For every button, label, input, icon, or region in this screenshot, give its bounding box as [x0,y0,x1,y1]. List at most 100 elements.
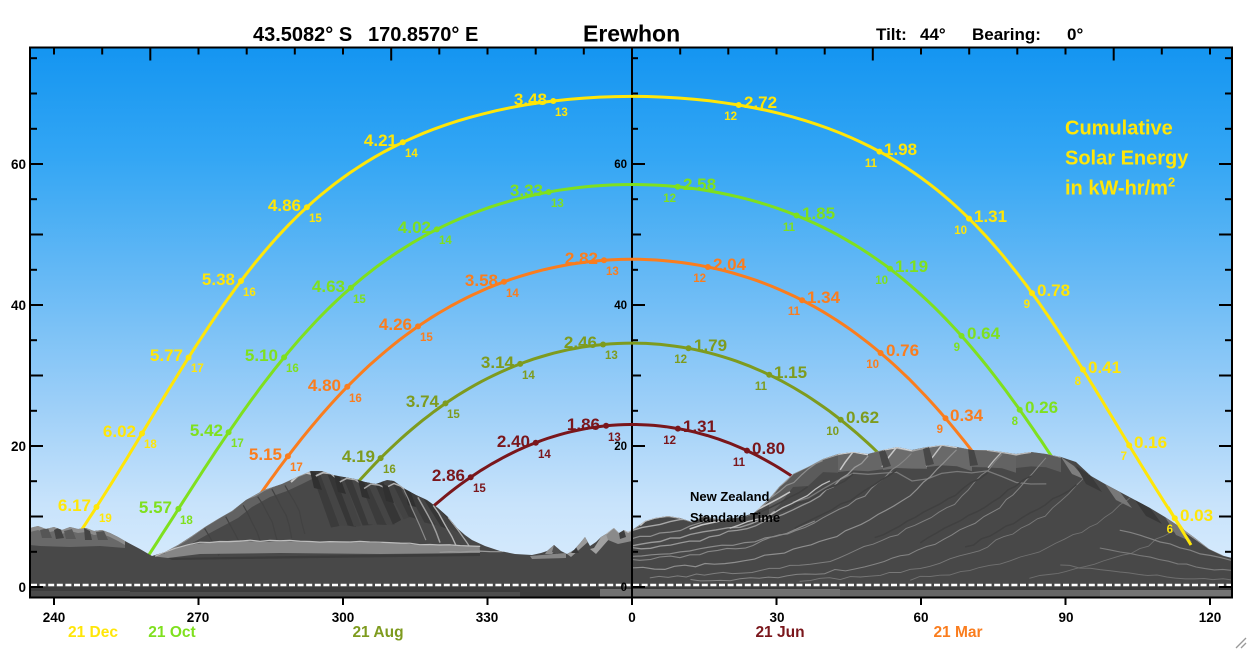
svg-text:1.31: 1.31 [683,417,716,436]
svg-text:60: 60 [11,157,26,172]
svg-text:14: 14 [506,288,519,300]
svg-text:5.42: 5.42 [190,421,223,440]
svg-text:18: 18 [180,515,193,527]
svg-text:14: 14 [439,235,452,247]
svg-text:30: 30 [769,610,784,625]
svg-text:3.48: 3.48 [514,90,547,109]
svg-text:0: 0 [18,580,26,595]
svg-text:5.15: 5.15 [249,445,282,464]
svg-text:0: 0 [628,610,636,625]
svg-text:40: 40 [614,300,627,312]
svg-text:16: 16 [383,464,396,476]
svg-text:1.86: 1.86 [567,415,600,434]
svg-text:13: 13 [606,266,619,278]
svg-text:2.04: 2.04 [713,255,747,274]
svg-text:0.41: 0.41 [1088,358,1121,377]
svg-text:13: 13 [605,350,618,362]
svg-text:in kW-hr/m2: in kW-hr/m2 [1065,175,1175,200]
svg-text:4.19: 4.19 [342,447,375,466]
svg-text:9: 9 [1024,299,1030,311]
svg-text:90: 90 [1058,610,1073,625]
svg-text:0.62: 0.62 [846,408,879,427]
svg-text:270: 270 [187,610,210,625]
svg-text:6.02: 6.02 [103,422,136,441]
svg-text:Solar Energy: Solar Energy [1065,148,1189,170]
svg-text:6.17: 6.17 [58,496,91,515]
svg-text:43.5082° S: 43.5082° S [253,24,352,46]
svg-text:21 Dec: 21 Dec [68,624,118,641]
svg-text:17: 17 [191,363,204,375]
svg-text:0.64: 0.64 [967,324,1001,343]
svg-text:0.03: 0.03 [1180,506,1213,525]
svg-text:44°: 44° [920,25,946,44]
svg-text:20: 20 [11,439,26,454]
svg-text:0.16: 0.16 [1134,433,1167,452]
svg-text:0.34: 0.34 [950,406,984,425]
svg-text:4.02: 4.02 [398,218,431,237]
svg-text:3.33: 3.33 [510,181,543,200]
svg-text:1.98: 1.98 [884,140,917,159]
svg-text:1.15: 1.15 [774,363,807,382]
svg-text:4.26: 4.26 [379,315,412,334]
svg-text:3.14: 3.14 [481,353,515,372]
svg-text:21 Oct: 21 Oct [148,624,195,641]
svg-text:10: 10 [866,359,879,371]
svg-text:0.26: 0.26 [1025,398,1058,417]
svg-text:3.74: 3.74 [406,392,440,411]
svg-text:15: 15 [309,213,322,225]
svg-text:330: 330 [476,610,499,625]
svg-text:60: 60 [614,159,627,171]
svg-text:15: 15 [473,483,486,495]
svg-text:12: 12 [674,354,687,366]
svg-text:1.79: 1.79 [694,336,727,355]
svg-text:11: 11 [783,222,796,234]
svg-text:1.34: 1.34 [807,288,841,307]
svg-text:4.21: 4.21 [364,131,397,150]
svg-text:Erewhon: Erewhon [583,21,680,47]
svg-text:17: 17 [231,438,244,450]
svg-text:60: 60 [913,610,928,625]
svg-text:16: 16 [349,393,362,405]
svg-text:21 Aug: 21 Aug [352,624,403,641]
svg-text:New Zealand: New Zealand [690,489,770,504]
svg-text:Standard Time: Standard Time [690,510,780,525]
svg-text:2.58: 2.58 [683,175,716,194]
svg-text:13: 13 [608,432,621,444]
svg-text:12: 12 [663,193,676,205]
svg-text:12: 12 [663,435,676,447]
svg-text:7: 7 [1121,451,1127,463]
svg-text:300: 300 [332,610,355,625]
svg-text:0.80: 0.80 [752,439,785,458]
svg-text:170.8570° E: 170.8570° E [368,24,478,46]
svg-text:12: 12 [724,111,737,123]
svg-text:15: 15 [353,294,366,306]
svg-text:8: 8 [1012,416,1019,428]
svg-text:17: 17 [290,462,303,474]
svg-text:15: 15 [420,332,433,344]
svg-text:14: 14 [522,370,535,382]
svg-text:2.72: 2.72 [744,93,777,112]
svg-text:11: 11 [733,457,746,469]
svg-text:2.86: 2.86 [432,466,465,485]
svg-text:4.63: 4.63 [312,277,345,296]
svg-text:4.86: 4.86 [268,196,301,215]
svg-text:240: 240 [43,610,66,625]
svg-text:5.10: 5.10 [245,346,278,365]
svg-text:Tilt:: Tilt: [876,25,907,44]
svg-text:11: 11 [788,306,801,318]
svg-text:Bearing:: Bearing: [972,25,1041,44]
svg-text:1.19: 1.19 [895,257,928,276]
svg-text:0: 0 [621,582,627,594]
svg-text:0.78: 0.78 [1037,281,1070,300]
svg-text:11: 11 [865,158,878,170]
svg-text:5.77: 5.77 [150,346,183,365]
svg-text:0°: 0° [1067,25,1083,44]
svg-text:0.76: 0.76 [886,341,919,360]
svg-text:120: 120 [1199,610,1222,625]
svg-text:13: 13 [551,198,564,210]
svg-text:8: 8 [1075,376,1082,388]
svg-text:14: 14 [405,148,418,160]
svg-text:3.58: 3.58 [465,271,498,290]
svg-text:1.31: 1.31 [974,207,1007,226]
svg-text:9: 9 [954,342,960,354]
